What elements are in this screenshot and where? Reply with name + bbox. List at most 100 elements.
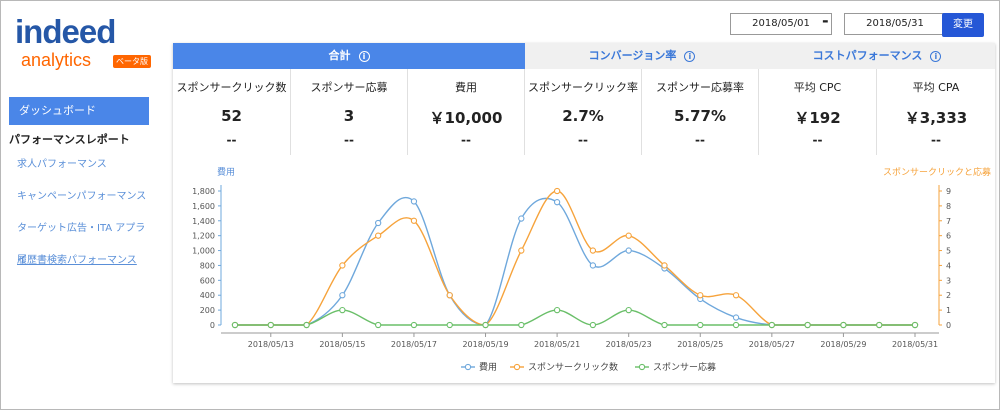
metric-label: 費用 (455, 81, 477, 94)
legend-label: スポンサー応募 (653, 361, 716, 373)
left-tick-label: 200 (200, 306, 215, 315)
x-tick-label: 2018/05/13 (248, 340, 294, 349)
metric-delta: -- (461, 133, 471, 147)
indeed-analytics-logo[interactable]: indeed analytics ベータ版 (15, 13, 155, 73)
x-tick-label: 2018/05/29 (820, 340, 866, 349)
data-point-series-1 (518, 215, 525, 222)
metric-value: ￥10,000 (429, 109, 503, 127)
data-point-series-2 (518, 247, 525, 254)
data-point-series-2 (339, 262, 346, 269)
legend-marker (464, 363, 472, 371)
right-tick-label: 1 (946, 306, 951, 315)
data-point-series-3 (876, 321, 883, 329)
metric-label: 平均 CPC (793, 81, 842, 94)
metric-delta: -- (812, 133, 823, 147)
group-header-total: 合計 i (173, 43, 525, 69)
data-point-series-3 (625, 306, 632, 314)
data-point-series-3 (446, 321, 453, 329)
x-tick-label: 2018/05/21 (534, 340, 580, 349)
data-point-series-2 (410, 217, 418, 224)
data-point-series-1 (732, 314, 740, 321)
data-point-series-3 (375, 321, 382, 329)
data-point-series-2 (625, 232, 632, 239)
sidebar-item-job-performance[interactable]: 求人パフォーマンス (17, 159, 107, 170)
left-tick-label: 1,600 (192, 202, 215, 211)
data-point-series-2 (732, 292, 740, 299)
data-point-series-3 (339, 306, 346, 314)
right-tick-label: 6 (946, 232, 951, 241)
left-tick-label: 1,400 (192, 217, 215, 226)
right-tick-label: 2 (946, 291, 951, 300)
data-point-series-3 (911, 321, 919, 329)
x-tick-label: 2018/05/31 (892, 340, 938, 349)
right-tick-label: 3 (946, 276, 951, 285)
metric-label: スポンサー応募率 (656, 81, 744, 94)
chart-svg: 費用 スポンサークリックと応募 0 200 400 600 800 1,000 1,200 1… (192, 166, 991, 373)
group-title: 合計 (328, 49, 351, 62)
metric-average-cpa: 平均 CPA ￥3,333 -- (877, 69, 995, 155)
metric-sponsored-apply-rate: スポンサー応募率 5.77% -- (642, 69, 759, 155)
metric-label: スポンサー応募 (310, 81, 388, 94)
right-tick-label: 4 (946, 261, 951, 270)
data-point-series-2 (553, 187, 561, 195)
left-tick-label: 1,000 (192, 247, 215, 256)
end-date-input[interactable]: 2018/05/31 (844, 13, 946, 35)
metric-label: スポンサークリック数 (176, 81, 287, 94)
data-point-series-3 (840, 321, 847, 329)
data-point-series-1 (553, 199, 561, 206)
data-point-series-1 (589, 262, 597, 269)
left-tick-label: 0 (210, 321, 215, 330)
axis-layer: 0 200 400 600 800 1,000 1,200 1,400 1,600 1,800 0 1… (192, 185, 951, 349)
info-icon[interactable]: i (684, 50, 696, 62)
group-header-conversion-rate: コンバージョン率 i (525, 43, 759, 69)
sidebar-item-dashboard[interactable]: ダッシュボード (9, 97, 149, 125)
data-point-series-1 (375, 219, 382, 227)
data-point-series-3 (482, 321, 489, 329)
data-point-series-3 (589, 321, 597, 329)
data-point-series-3 (267, 321, 274, 329)
legend-marker (513, 363, 521, 371)
data-point-series-2 (697, 292, 704, 299)
right-axis-label: スポンサークリックと応募 (883, 166, 991, 178)
info-icon[interactable]: i (930, 50, 942, 62)
sidebar-item-targeted-ads[interactable]: ターゲット広告・ITA アプライ (17, 223, 146, 266)
start-date-input[interactable]: 2018/05/01 (730, 13, 832, 35)
metric-delta: -- (226, 133, 237, 147)
right-tick-label: 7 (946, 217, 951, 226)
x-tick-label: 2018/05/17 (391, 340, 437, 349)
summary-card: 合計 i コンバージョン率 i コストパフォーマンス i スポンサークリック数 52 … (173, 43, 995, 383)
data-point-series-3 (231, 321, 239, 329)
left-tick-label: 600 (200, 276, 215, 285)
sidebar-item-campaign-performance[interactable]: キャンペーンパフォーマンス (17, 191, 147, 202)
data-point-series-2 (661, 262, 668, 269)
x-tick-label: 2018/05/27 (749, 340, 795, 349)
data-point-series-3 (518, 321, 525, 329)
metric-value: 52 (221, 107, 242, 125)
data-point-series-3 (553, 306, 561, 314)
metric-delta: -- (695, 133, 705, 147)
series-line-2 (235, 190, 915, 326)
metric-label: 平均 CPA (912, 81, 960, 94)
legend-label: 費用 (479, 361, 497, 373)
sidebar-section-performance-report: パフォーマンスレポート (9, 133, 130, 146)
data-point-series-2 (446, 292, 453, 299)
metric-sponsored-click-rate: スポンサークリック率 2.7% -- (525, 69, 642, 155)
legend-label: スポンサークリック数 (528, 361, 618, 373)
metric-value: 5.77% (673, 107, 727, 125)
data-point-series-3 (697, 321, 704, 329)
x-tick-label: 2018/05/25 (677, 340, 723, 349)
sidebar-item-resume-search[interactable]: 履歴書検索パフォーマンス (17, 255, 137, 266)
metric-sponsored-applies: スポンサー応募 3 -- (291, 69, 408, 155)
data-point-series-1 (410, 198, 418, 205)
group-title: コストパフォーマンス (812, 49, 923, 62)
sidebar: ダッシュボード パフォーマンスレポート 求人パフォーマンス キャンペーンパフォー… (9, 97, 149, 277)
left-tick-label: 1,800 (192, 187, 215, 196)
x-tick-label: 2018/05/23 (606, 340, 652, 349)
series-layer (231, 187, 919, 329)
info-icon[interactable]: i (358, 50, 370, 62)
left-axis-label: 費用 (217, 166, 235, 178)
logo-wordmark: indeed (15, 13, 116, 50)
change-date-button[interactable]: 変更 (942, 13, 984, 37)
group-header-cost-performance: コストパフォーマンス i (759, 43, 995, 69)
data-point-series-3 (804, 321, 811, 329)
